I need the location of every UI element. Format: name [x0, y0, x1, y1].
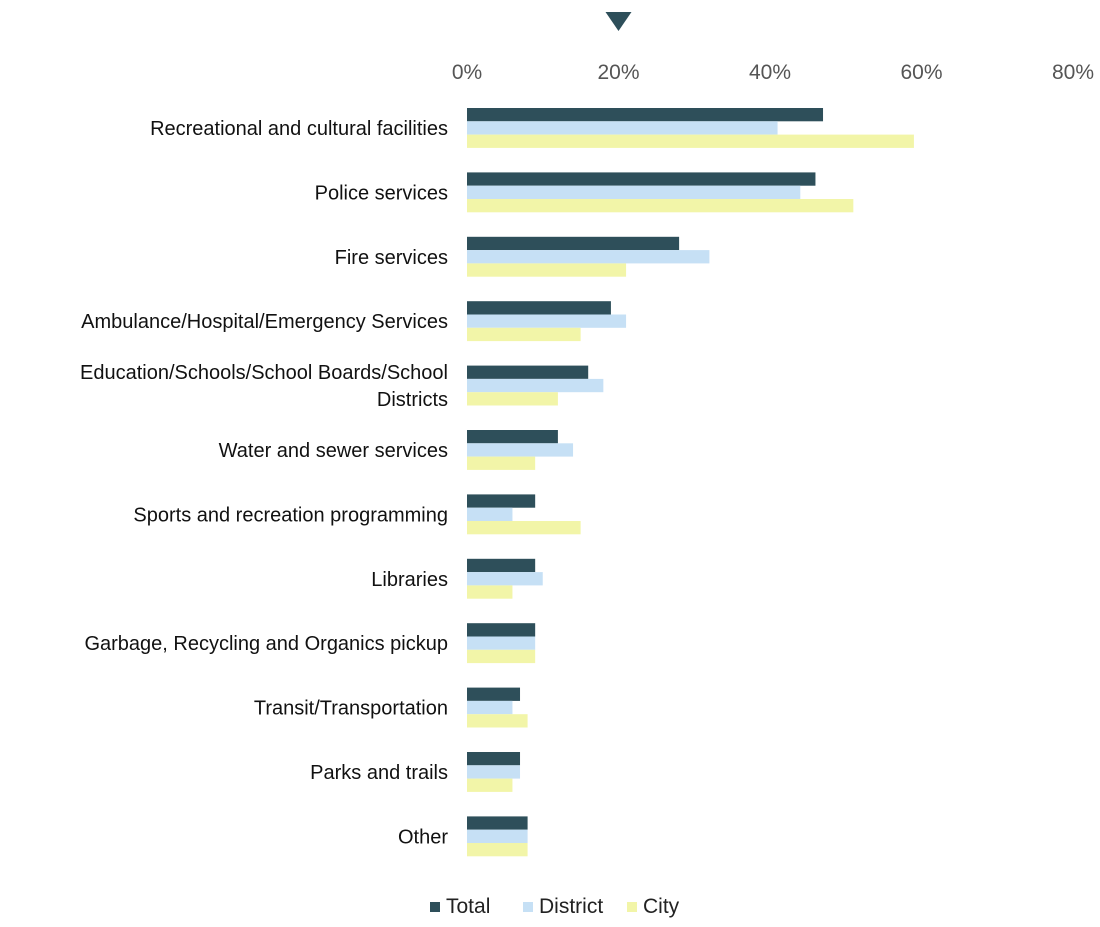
bar-district — [467, 572, 543, 586]
x-tick-label: 20% — [597, 61, 639, 84]
marker-layer — [605, 12, 632, 31]
bar-total — [467, 365, 589, 379]
x-tick-label: 40% — [749, 61, 791, 84]
bar-district — [467, 507, 513, 521]
bar-total — [467, 172, 816, 186]
bar-city — [467, 649, 536, 664]
category-label: Parks and trails — [310, 762, 448, 784]
x-tick-label: 60% — [900, 61, 942, 84]
x-tick-label: 80% — [1052, 61, 1094, 84]
legend-label: City — [643, 895, 680, 918]
bar-district — [467, 443, 574, 457]
bar-city — [467, 521, 581, 535]
category-label: Ambulance/Hospital/Emergency Services — [81, 311, 448, 333]
category-label: Water and sewer services — [219, 440, 448, 462]
bar-total — [467, 430, 558, 444]
category-label: Sports and recreation programming — [133, 504, 448, 526]
bar-total — [467, 494, 536, 508]
bar-city — [467, 263, 627, 277]
category-labels: Recreational and cultural facilities Poli… — [80, 118, 448, 848]
category-label: Education/Schools/School Boards/School Di… — [80, 362, 448, 411]
bar-district — [467, 250, 710, 264]
category-label: Libraries — [371, 569, 448, 591]
category-label: Recreational and cultural facilities — [150, 118, 448, 140]
bar-district — [467, 829, 528, 843]
bar-total — [467, 558, 536, 573]
bar-total — [467, 623, 536, 637]
bars — [467, 108, 914, 857]
bar-city — [467, 714, 528, 728]
bar-city — [467, 843, 528, 857]
category-label: Police services — [315, 182, 448, 204]
bar-city — [467, 778, 513, 792]
bar-total — [467, 687, 521, 701]
bar-total — [467, 108, 824, 122]
x-tick-label: 0% — [452, 61, 482, 84]
bar-district — [467, 700, 513, 715]
category-label: Other — [398, 826, 448, 848]
bar-district — [467, 314, 627, 328]
bar-city — [467, 199, 854, 213]
x-axis-ticks: 0% 20% 40% 60% 80% — [452, 61, 1094, 84]
legend: Total District City — [430, 895, 680, 918]
bar-city — [467, 392, 558, 406]
bar-district — [467, 636, 536, 650]
bar-district — [467, 121, 778, 135]
bar-district — [467, 765, 521, 779]
category-label: Garbage, Recycling and Organics pickup — [84, 633, 448, 655]
legend-label: District — [539, 895, 603, 918]
marker-triangle-icon — [605, 12, 632, 31]
bar-total — [467, 752, 521, 766]
bar-district — [467, 185, 801, 199]
legend-swatch — [627, 902, 637, 912]
bar-district — [467, 378, 604, 393]
category-label: Transit/Transportation — [254, 698, 448, 720]
legend-swatch — [430, 902, 440, 912]
bar-total — [467, 816, 528, 830]
legend-label: Total — [446, 895, 490, 918]
bar-total — [467, 236, 680, 251]
bar-city — [467, 134, 914, 148]
bar-city — [467, 327, 581, 342]
bar-city — [467, 585, 513, 599]
category-label: Fire services — [335, 247, 448, 269]
bar-total — [467, 301, 611, 315]
legend-swatch — [523, 902, 533, 912]
bar-city — [467, 456, 536, 470]
